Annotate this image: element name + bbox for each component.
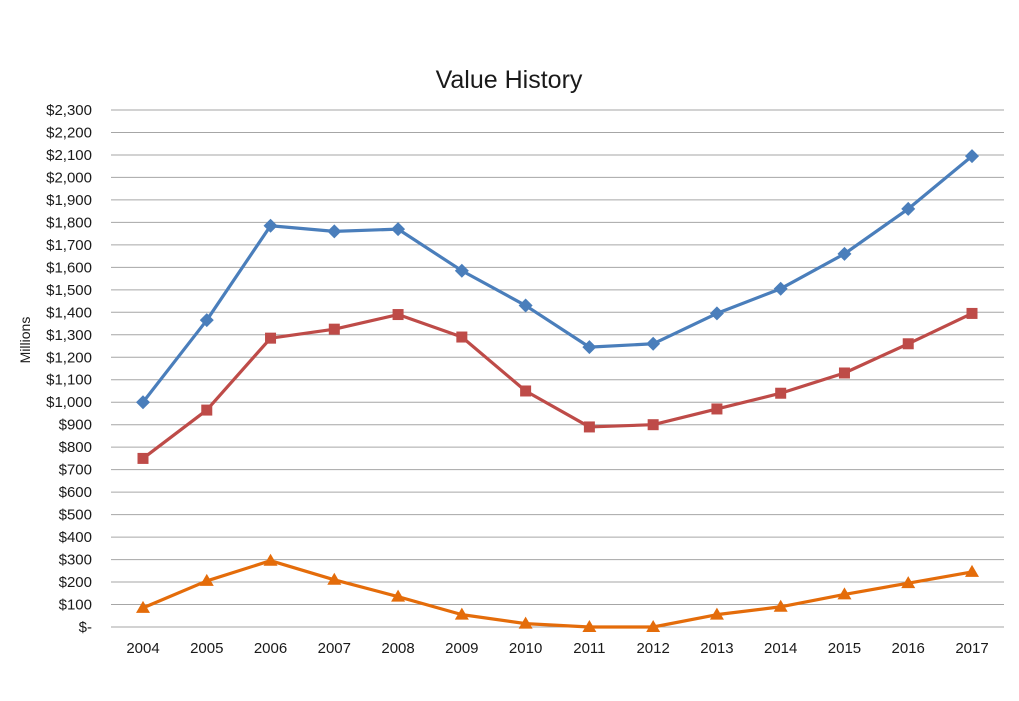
y-tick-label: $2,100 xyxy=(46,147,92,164)
x-tick-label: 2006 xyxy=(254,640,287,657)
y-tick-label: $500 xyxy=(59,507,92,524)
data-point-square xyxy=(456,331,468,343)
y-tick-label: $1,000 xyxy=(46,394,92,411)
data-point-triangle xyxy=(391,589,406,602)
x-tick-label: 2015 xyxy=(828,640,861,657)
y-tick-label: $1,400 xyxy=(46,304,92,321)
data-point-square xyxy=(583,421,595,433)
y-tick-label: $200 xyxy=(59,574,92,591)
x-tick-label: 2011 xyxy=(573,640,605,657)
series-group xyxy=(136,149,979,632)
data-point-diamond xyxy=(773,281,788,296)
chart-title: Value History xyxy=(436,66,583,94)
y-axis-ticks: $- $100 $200 $300 $400 $500 $600 $700 $800 $900 $1… xyxy=(46,102,92,636)
y-tick-label: $600 xyxy=(59,484,92,501)
y-tick-label: $2,200 xyxy=(46,124,92,141)
y-tick-label: $800 xyxy=(59,439,92,456)
data-point-triangle xyxy=(454,607,469,620)
data-point-diamond xyxy=(199,313,214,328)
data-point-triangle xyxy=(136,600,150,613)
data-point-diamond xyxy=(263,218,278,233)
data-point-square xyxy=(838,367,850,379)
data-point-triangle xyxy=(646,620,661,632)
series-line xyxy=(142,311,973,460)
data-point-diamond xyxy=(327,224,342,239)
series-3 xyxy=(136,553,979,632)
x-axis-ticks: 2004 2005 2006 2007 2008 2009 2010 2011 2012 2013… xyxy=(126,640,988,657)
data-point-diamond xyxy=(965,149,979,164)
data-point-diamond xyxy=(518,298,533,313)
data-point-triangle xyxy=(518,616,533,629)
data-point-square xyxy=(711,403,723,415)
y-axis-label: Millions xyxy=(17,317,33,364)
data-point-square xyxy=(392,309,404,321)
y-tick-label: $1,800 xyxy=(46,214,92,231)
data-point-square xyxy=(328,323,340,335)
data-point-square xyxy=(647,419,659,431)
data-point-diamond xyxy=(582,340,597,355)
data-point-square xyxy=(775,387,787,399)
y-tick-label: $1,900 xyxy=(46,192,92,209)
y-tick-label: $1,300 xyxy=(46,327,92,344)
x-tick-label: 2016 xyxy=(892,640,925,657)
x-tick-label: 2014 xyxy=(764,640,797,657)
data-point-square xyxy=(520,385,532,397)
data-point-triangle xyxy=(582,620,597,632)
series-line xyxy=(141,154,974,404)
data-point-square xyxy=(966,307,978,319)
y-tick-label: $2,000 xyxy=(46,169,92,186)
y-tick-label: $1,200 xyxy=(46,349,92,366)
y-tick-label: $1,100 xyxy=(46,372,92,389)
data-point-diamond xyxy=(709,306,724,321)
data-point-triangle xyxy=(837,587,852,600)
y-tick-label: $300 xyxy=(59,552,92,569)
y-tick-label: $1,600 xyxy=(46,259,92,276)
x-tick-label: 2012 xyxy=(636,640,669,657)
y-tick-label: $900 xyxy=(59,417,92,434)
x-tick-label: 2017 xyxy=(955,640,988,657)
x-tick-label: 2010 xyxy=(509,640,542,657)
data-point-square xyxy=(201,404,213,416)
data-point-diamond xyxy=(646,336,661,351)
data-point-diamond xyxy=(901,201,916,216)
data-point-triangle xyxy=(901,576,916,589)
x-tick-label: 2008 xyxy=(381,640,414,657)
x-tick-label: 2013 xyxy=(700,640,733,657)
y-tick-label: $400 xyxy=(59,529,92,546)
x-tick-label: 2004 xyxy=(126,640,159,657)
data-point-triangle xyxy=(327,572,342,585)
y-tick-label: $700 xyxy=(59,462,92,479)
y-tick-label: $2,300 xyxy=(46,102,92,119)
gridlines xyxy=(111,109,1004,628)
series-line xyxy=(142,559,973,629)
y-tick-label: $1,500 xyxy=(46,282,92,299)
x-tick-label: 2009 xyxy=(445,640,478,657)
series-2 xyxy=(137,307,978,464)
y-tick-label: $- xyxy=(79,619,92,636)
data-point-triangle xyxy=(965,564,979,577)
data-point-triangle xyxy=(773,599,788,612)
data-point-square xyxy=(902,338,914,350)
data-point-diamond xyxy=(454,263,469,278)
data-point-diamond xyxy=(837,246,852,261)
data-point-diamond xyxy=(391,222,406,237)
data-point-diamond xyxy=(136,395,150,410)
data-point-triangle xyxy=(263,553,278,566)
data-point-triangle xyxy=(709,607,724,620)
y-tick-label: $1,700 xyxy=(46,237,92,254)
data-point-triangle xyxy=(199,573,214,586)
x-tick-label: 2005 xyxy=(190,640,223,657)
data-point-square xyxy=(265,332,277,344)
data-point-square xyxy=(137,452,149,464)
series-1 xyxy=(136,149,979,410)
y-tick-label: $100 xyxy=(59,597,92,614)
x-tick-label: 2007 xyxy=(318,640,351,657)
